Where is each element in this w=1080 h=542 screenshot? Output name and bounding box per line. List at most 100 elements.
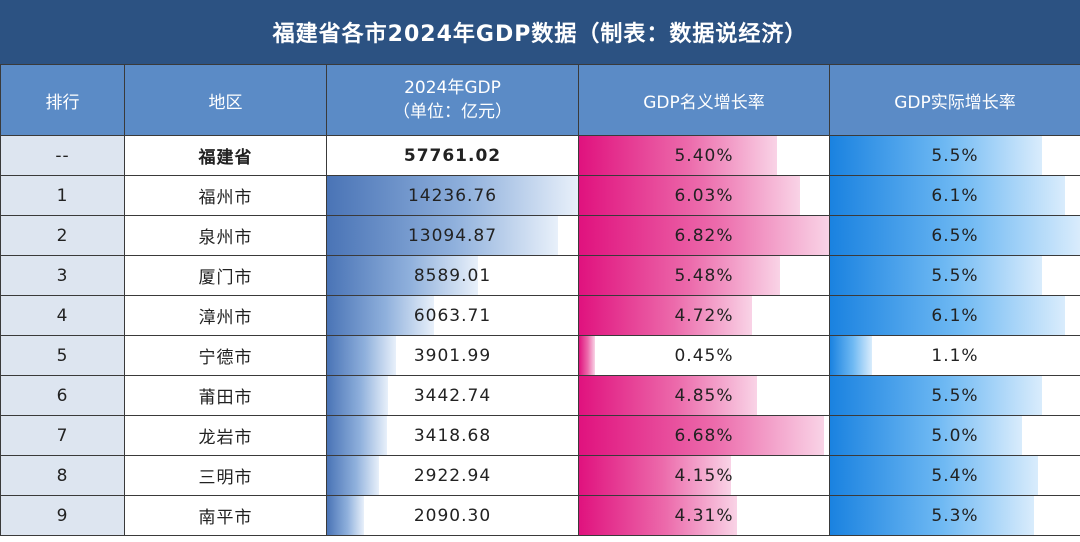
gdp-value: 2090.30 [413, 505, 492, 526]
gdp-value: 13094.87 [407, 225, 498, 246]
nominal-growth-value: 6.03% [674, 185, 734, 206]
region-cell: 龙岩市 [124, 415, 327, 456]
region-name: 南平市 [198, 508, 253, 528]
gdp-cell: 3442.74 [326, 375, 579, 416]
rank-value: 1 [56, 185, 69, 206]
header-region: 地区 [124, 64, 327, 136]
real-growth-cell: 5.5% [829, 255, 1080, 296]
nominal-growth-cell: 5.48% [578, 255, 830, 296]
region-name: 龙岩市 [198, 428, 253, 448]
nominal-growth-cell: 5.40% [578, 135, 830, 176]
rank-value: 6 [56, 385, 69, 406]
rank-cell: 3 [0, 255, 125, 296]
region-cell: 泉州市 [124, 215, 327, 256]
region-name: 漳州市 [198, 308, 253, 328]
nominal-growth-bar [579, 416, 824, 455]
nominal-growth-value: 5.48% [674, 265, 734, 286]
region-name: 三明市 [198, 468, 253, 488]
table-row: 7 龙岩市 3418.68 6.68% 5.0% [0, 415, 1080, 456]
table-row: 4 漳州市 6063.71 4.72% 6.1% [0, 295, 1080, 336]
region-name: 莆田市 [198, 388, 253, 408]
header-gdp: 2024年GDP （单位：亿元） [326, 64, 579, 136]
region-cell: 三明市 [124, 455, 327, 496]
real-growth-cell: 6.1% [829, 295, 1080, 336]
gdp-cell: 3901.99 [326, 335, 579, 376]
gdp-cell: 2922.94 [326, 455, 579, 496]
nominal-growth-bar [579, 136, 777, 175]
nominal-growth-bar [579, 336, 596, 375]
region-cell: 南平市 [124, 495, 327, 536]
real-growth-value: 5.0% [931, 425, 979, 446]
table-row: 3 厦门市 8589.01 5.48% 5.5% [0, 255, 1080, 296]
real-growth-cell: 5.5% [829, 135, 1080, 176]
nominal-growth-value: 6.82% [674, 225, 734, 246]
real-growth-bar [830, 456, 1038, 495]
gdp-value: 3418.68 [413, 425, 492, 446]
nominal-growth-cell: 6.82% [578, 215, 830, 256]
real-growth-cell: 5.3% [829, 495, 1080, 536]
nominal-growth-cell: 4.31% [578, 495, 830, 536]
table-row: 2 泉州市 13094.87 6.82% 6.5% [0, 215, 1080, 256]
header-gdp-unit: （单位：亿元） [393, 102, 512, 122]
gdp-value: 3442.74 [413, 385, 492, 406]
nominal-growth-value: 4.72% [674, 305, 734, 326]
gdp-value: 3901.99 [413, 345, 492, 366]
nominal-growth-value: 5.40% [674, 145, 734, 166]
rank-value: 3 [56, 265, 69, 286]
real-growth-bar [830, 176, 1065, 215]
nominal-growth-value: 4.85% [674, 385, 734, 406]
real-growth-value: 5.5% [931, 265, 979, 286]
real-growth-cell: 6.1% [829, 175, 1080, 216]
region-cell: 漳州市 [124, 295, 327, 336]
total-row: -- 福建省 57761.02 5.40% 5.5% [0, 135, 1080, 176]
nominal-growth-cell: 4.72% [578, 295, 830, 336]
rank-cell: 4 [0, 295, 125, 336]
nominal-growth-cell: 4.85% [578, 375, 830, 416]
real-growth-cell: 5.5% [829, 375, 1080, 416]
rank-cell: -- [0, 135, 125, 176]
table-title: 福建省各市2024年GDP数据（制表：数据说经济） [0, 0, 1080, 64]
rank-value: 7 [56, 425, 69, 446]
real-growth-value: 6.5% [931, 225, 979, 246]
real-growth-bar [830, 376, 1042, 415]
rank-value: 5 [56, 345, 69, 366]
gdp-value: 57761.02 [403, 145, 502, 166]
rank-cell: 1 [0, 175, 125, 216]
nominal-growth-value: 4.15% [674, 465, 734, 486]
region-name: 福建省 [198, 148, 253, 168]
gdp-cell: 3418.68 [326, 415, 579, 456]
header-real-growth: GDP实际增长率 [829, 64, 1080, 136]
gdp-value: 2922.94 [413, 465, 492, 486]
gdp-bar [327, 456, 379, 495]
nominal-growth-cell: 0.45% [578, 335, 830, 376]
rank-cell: 7 [0, 415, 125, 456]
real-growth-bar [830, 136, 1042, 175]
gdp-bar [327, 296, 434, 335]
real-growth-cell: 1.1% [829, 335, 1080, 376]
gdp-cell: 13094.87 [326, 215, 579, 256]
real-growth-bar [830, 496, 1034, 535]
real-growth-value: 6.1% [931, 185, 979, 206]
rank-cell: 9 [0, 495, 125, 536]
region-name: 福州市 [198, 188, 253, 208]
gdp-bar [327, 256, 479, 295]
real-growth-cell: 5.0% [829, 415, 1080, 456]
region-cell: 福建省 [124, 135, 327, 176]
nominal-growth-bar [579, 296, 753, 335]
gdp-bar [327, 216, 558, 255]
gdp-cell: 2090.30 [326, 495, 579, 536]
nominal-growth-bar [579, 376, 757, 415]
gdp-bar [327, 336, 396, 375]
nominal-growth-value: 6.68% [674, 425, 734, 446]
gdp-cell: 6063.71 [326, 295, 579, 336]
nominal-growth-cell: 4.15% [578, 455, 830, 496]
header-gdp-title: 2024年GDP [404, 78, 501, 98]
real-growth-value: 5.5% [931, 385, 979, 406]
region-cell: 福州市 [124, 175, 327, 216]
real-growth-bar [830, 336, 873, 375]
real-growth-value: 5.4% [931, 465, 979, 486]
nominal-growth-value: 0.45% [674, 345, 734, 366]
nominal-growth-bar [579, 456, 732, 495]
region-cell: 厦门市 [124, 255, 327, 296]
gdp-bar [327, 176, 578, 215]
